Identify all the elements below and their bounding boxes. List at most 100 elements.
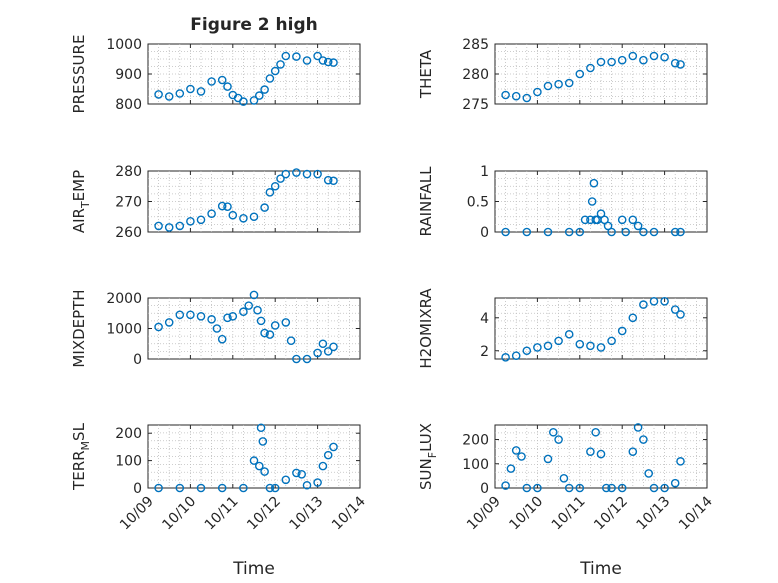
- data-point: [617, 55, 627, 65]
- y-tick-label: 100: [115, 454, 142, 470]
- data-point: [207, 209, 216, 218]
- x-tick-label: 10/13: [634, 494, 674, 534]
- data-point: [533, 343, 542, 352]
- data-point: [676, 457, 685, 466]
- data-point: [186, 217, 195, 226]
- data-point: [575, 227, 585, 237]
- subplot-h2omixra: 2 4 H2OMIXRA: [417, 288, 708, 369]
- subplot-terr: 10/09 10/10 10/11 10/12 10/13 10/14 0 100 200 TER…: [70, 422, 369, 533]
- data-point: [649, 227, 659, 237]
- y-axis-label: AIRTEMP: [70, 170, 92, 233]
- data-point: [543, 81, 553, 91]
- data-point: [329, 58, 338, 67]
- y-tick-label: 0.5: [467, 195, 489, 211]
- x-tick-label: 10/12: [244, 494, 284, 534]
- data-point: [501, 353, 510, 362]
- data-point: [302, 56, 312, 65]
- data-point: [660, 52, 669, 62]
- data-point: [617, 483, 627, 493]
- data-point: [175, 221, 185, 231]
- data-point: [260, 328, 269, 338]
- data-point: [589, 178, 599, 188]
- y-tick-label: 1000: [106, 322, 142, 338]
- data-point: [207, 77, 216, 86]
- data-point: [628, 313, 638, 323]
- data-point: [249, 96, 259, 105]
- figure-title: Figure 2 high: [190, 15, 318, 35]
- data-point: [254, 461, 264, 471]
- y-tick-label: 0: [480, 225, 489, 241]
- data-point: [329, 442, 338, 452]
- data-point: [253, 305, 262, 315]
- y-tick-label: 200: [115, 426, 142, 442]
- data-point: [265, 74, 275, 83]
- data-point: [217, 201, 227, 211]
- data-point: [292, 168, 301, 177]
- data-point: [587, 197, 597, 206]
- data-point: [196, 483, 206, 493]
- data-point: [276, 60, 285, 69]
- data-point: [154, 221, 163, 231]
- data-point: [501, 481, 510, 490]
- data-point: [313, 478, 322, 487]
- data-point: [586, 341, 595, 351]
- data-point: [292, 354, 301, 364]
- data-point: [239, 213, 248, 223]
- data-point: [256, 316, 266, 326]
- data-point: [603, 221, 613, 231]
- data-point: [607, 57, 616, 67]
- data-point: [281, 475, 291, 485]
- data-point: [186, 84, 195, 94]
- x-axis-label-right: Time: [579, 559, 622, 579]
- data-point: [164, 92, 174, 101]
- data-point: [554, 435, 563, 444]
- data-point: [522, 93, 532, 103]
- data-point: [164, 318, 174, 327]
- data-point: [260, 203, 269, 212]
- data-point: [564, 227, 574, 237]
- data-point: [186, 310, 195, 320]
- data-point: [313, 169, 322, 179]
- data-point: [621, 227, 631, 237]
- x-axis-label-left: Time: [232, 559, 275, 579]
- data-point: [329, 176, 338, 186]
- data-point: [501, 90, 510, 100]
- subplot-air: 260 270 280 AIRTEMP: [70, 164, 361, 241]
- data-point: [207, 315, 216, 324]
- y-tick-label: 0: [480, 481, 489, 497]
- data-point: [575, 483, 585, 493]
- data-point: [554, 336, 563, 346]
- data-point: [217, 334, 227, 344]
- x-tick-label: 10/11: [202, 494, 242, 534]
- data-point: [244, 301, 253, 310]
- data-point: [196, 311, 206, 321]
- data-point: [660, 483, 669, 493]
- data-point: [281, 318, 291, 327]
- data-point: [223, 202, 232, 211]
- data-point: [517, 452, 526, 461]
- data-point: [633, 423, 643, 432]
- data-point: [543, 341, 553, 351]
- data-point: [318, 461, 328, 471]
- data-point: [318, 339, 328, 349]
- data-point: [628, 447, 638, 456]
- data-point: [265, 188, 275, 197]
- y-tick-label: 4: [480, 311, 489, 327]
- data-point: [228, 210, 238, 220]
- data-point: [533, 483, 542, 493]
- x-tick-label: 10/14: [329, 493, 369, 533]
- data-point: [223, 313, 232, 323]
- data-point: [649, 51, 659, 61]
- data-point: [564, 329, 574, 339]
- x-tick-label: 10/09: [464, 494, 504, 534]
- data-point: [522, 227, 532, 237]
- y-tick-label: 0: [133, 481, 142, 497]
- data-point: [575, 69, 585, 79]
- y-tick-label: 285: [462, 37, 489, 53]
- y-tick-label: 280: [462, 67, 489, 83]
- data-point: [297, 470, 307, 479]
- y-tick-label: 900: [115, 67, 142, 83]
- y-axis-label: H2OMIXRA: [417, 288, 435, 369]
- data-point: [591, 427, 601, 437]
